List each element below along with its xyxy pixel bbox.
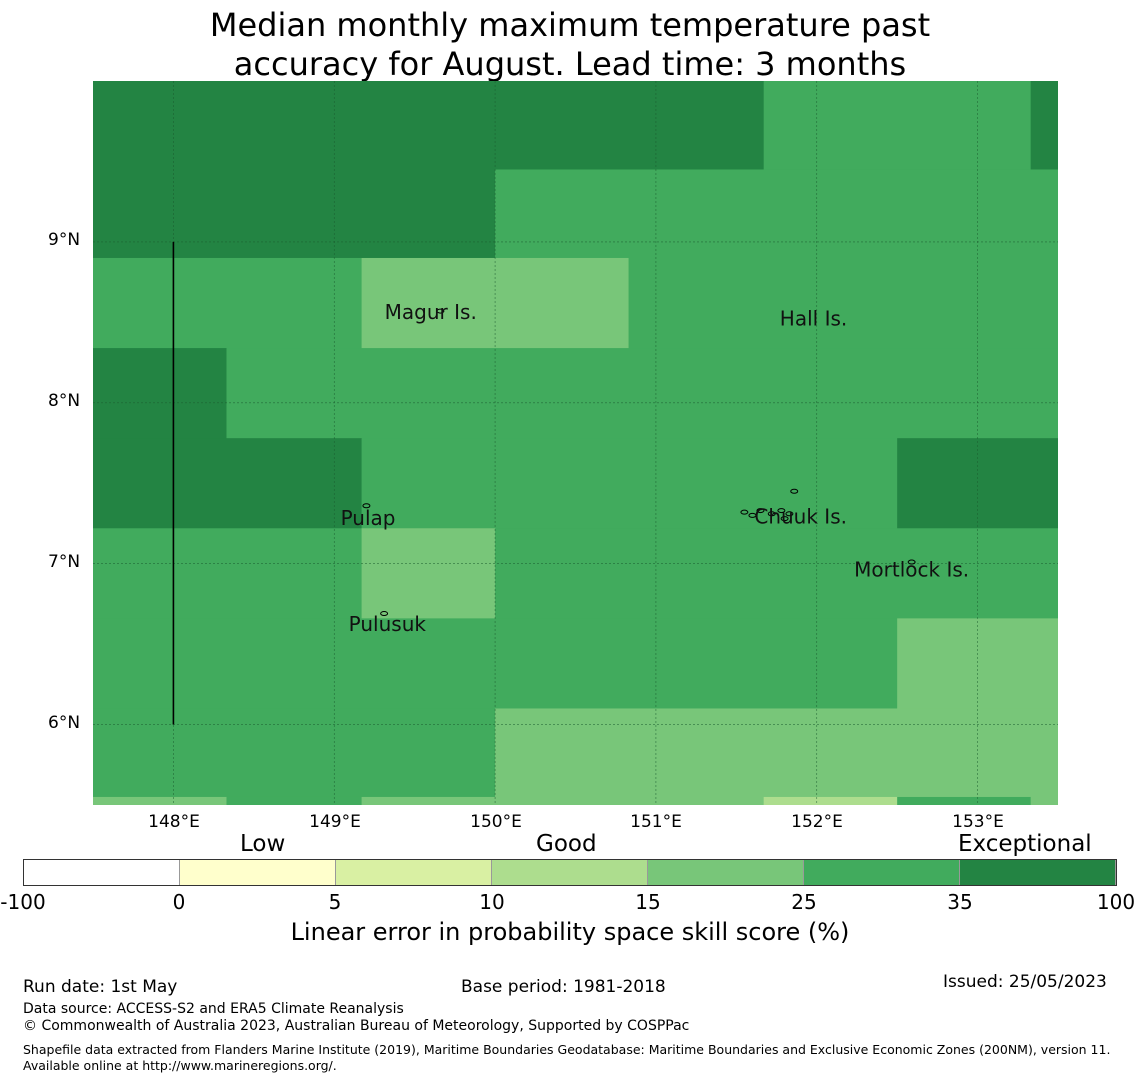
skill-cell (361, 796, 496, 805)
skill-cell (226, 348, 1058, 439)
island-outline (740, 509, 749, 515)
island-outline (790, 488, 799, 494)
colorbar-bin (24, 860, 180, 885)
skill-cell (226, 796, 363, 805)
legend-category-low: Low (240, 831, 286, 857)
skill-cell (763, 81, 1032, 170)
colorbar-tick: 10 (479, 890, 505, 914)
skill-cell (628, 257, 1058, 349)
skill-cell (495, 81, 765, 170)
skill-cell (93, 438, 363, 529)
skill-map: Magur Is. Hall Is. Pulap Chuuk Is. Mortlock … (93, 81, 1058, 805)
island-outline (362, 503, 371, 509)
skill-cell (495, 528, 1058, 619)
island-outline (436, 308, 445, 314)
colorbar-tick: 100 (1096, 890, 1136, 914)
island-outline (907, 559, 916, 565)
lon-label-149e: 149°E (309, 812, 361, 832)
place-label: Chuuk Is. (754, 504, 847, 528)
map-title-line-1: Median monthly maximum temperature past (209, 6, 931, 44)
colorbar-tick: 5 (328, 890, 342, 914)
lat-label-6n: 6°N (48, 713, 81, 733)
lat-label-9n: 9°N (48, 230, 81, 250)
place-label: Pulusuk (349, 612, 427, 636)
colorbar-tick: 25 (791, 890, 817, 914)
colorbar-tick: -100 (0, 890, 46, 914)
map-title-line-2: accuracy for August. Lead time: 3 months (233, 45, 907, 83)
data-source: Data source: ACCESS-S2 and ERA5 Climate … (23, 1001, 404, 1017)
lat-label-8n: 8°N (48, 391, 81, 411)
skill-cell (93, 81, 496, 259)
skill-cell (93, 528, 363, 619)
lat-label-7n: 7°N (48, 552, 81, 572)
island-outline (748, 512, 757, 518)
colorbar-bin (960, 860, 1116, 885)
island-outline (380, 611, 389, 617)
colorbar-bin (804, 860, 960, 885)
base-period: Base period: 1981-2018 (461, 977, 666, 997)
skill-cell (361, 438, 898, 529)
colorbar-bin (492, 860, 648, 885)
lon-label-148e: 148°E (148, 812, 200, 832)
colorbar-bin (336, 860, 492, 885)
place-label: Magur Is. (385, 300, 477, 324)
legend-category-exceptional: Exceptional (958, 831, 1092, 857)
colorbar-tick: 0 (172, 890, 186, 914)
skill-cell (361, 528, 496, 619)
colorbar-bin (180, 860, 336, 885)
skill-cell (897, 796, 1032, 805)
skill-cell (93, 618, 898, 709)
lon-label-150e: 150°E (470, 812, 522, 832)
skill-cell (897, 438, 1058, 529)
legend-category-good: Good (536, 831, 597, 857)
skill-cell (93, 257, 363, 349)
colorbar (23, 859, 1117, 886)
skill-cell (763, 796, 898, 805)
skill-cell (495, 169, 1058, 259)
island-outline (785, 511, 794, 517)
island-outline (767, 511, 776, 517)
skill-cell (93, 348, 227, 439)
skill-map-canvas: Magur Is. Hall Is. Pulap Chuuk Is. Mortlock … (93, 81, 1058, 805)
place-label: Pulap (341, 506, 396, 530)
skill-cell (495, 796, 765, 805)
colorbar-tick: 35 (947, 890, 973, 914)
skill-cell (897, 618, 1058, 709)
island-outline (756, 508, 765, 514)
place-label: Mortlock Is. (854, 558, 969, 582)
shapefile-credit: Shapefile data extracted from Flanders M… (23, 1042, 1111, 1073)
issued-date: Issued: 25/05/2023 (943, 972, 1107, 992)
colorbar-bin (648, 860, 804, 885)
skill-cell (1030, 81, 1058, 170)
colorbar-tick: 15 (635, 890, 661, 914)
place-label: Hall Is. (780, 307, 847, 331)
lon-label-151e: 151°E (630, 812, 682, 832)
run-date: Run date: 1st May (23, 977, 178, 997)
lon-label-153e: 153°E (952, 812, 1004, 832)
skill-cell (93, 708, 496, 798)
lon-label-152e: 152°E (791, 812, 843, 832)
skill-cell (1030, 796, 1058, 805)
skill-cell (93, 796, 227, 805)
island-outline (777, 508, 786, 514)
skill-cell (495, 708, 1058, 798)
colorbar-label: Linear error in probability space skill … (290, 918, 850, 946)
copyright-notice: © Commonwealth of Australia 2023, Austra… (23, 1018, 690, 1034)
island-outline (780, 516, 789, 522)
